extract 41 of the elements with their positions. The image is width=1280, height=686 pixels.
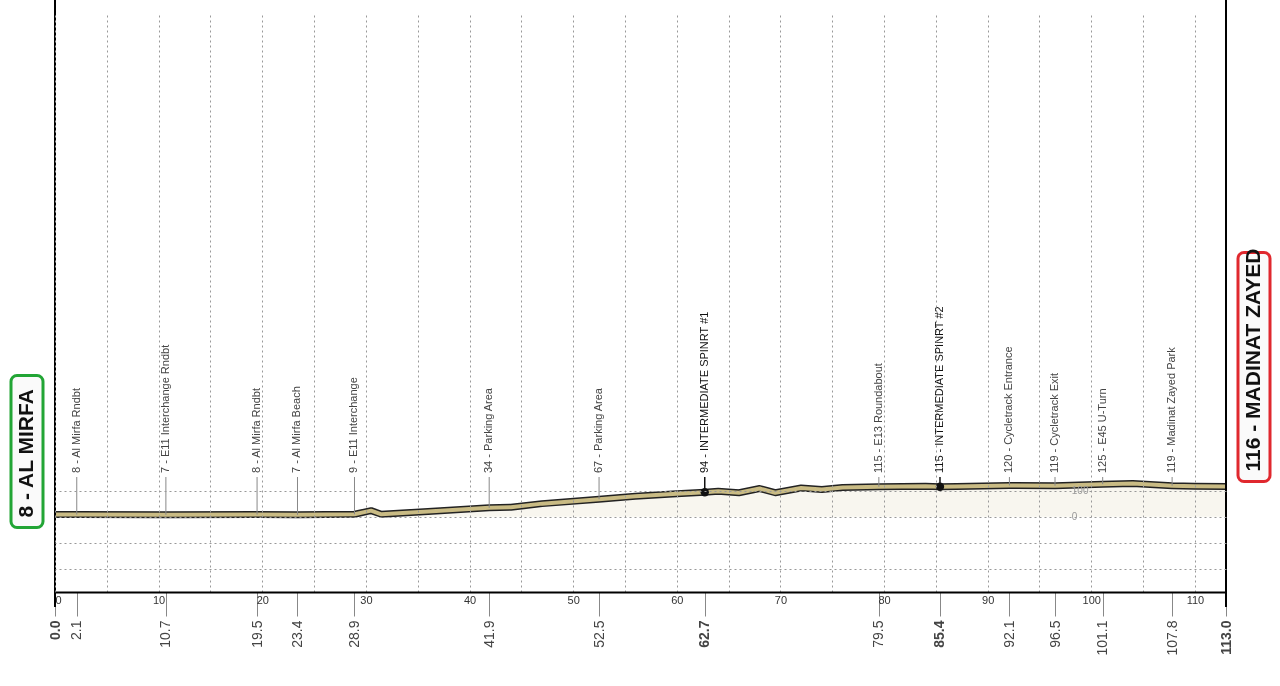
x2-tick-label: 2.1 — [68, 620, 85, 640]
x2-tick-label: 52.5 — [590, 620, 607, 648]
x-tick-label: 110 — [1186, 593, 1205, 606]
x2-tick-label: 79.5 — [870, 620, 887, 648]
x-tick-label: 90 — [982, 593, 995, 606]
annotation: 119 - Madinat Zayed Park — [1165, 346, 1178, 473]
x-tick-label: 30 — [360, 593, 373, 606]
x2-tick-label: 107.8 — [1163, 620, 1180, 656]
x2-tick-label: 62.7 — [696, 620, 713, 648]
annotation: 9 - E11 Interchange — [347, 377, 360, 473]
x-tick-label: 60 — [671, 593, 684, 606]
annotation: 34 - Parking Area — [482, 387, 495, 473]
annotation: 67 - Parking Area — [592, 387, 605, 473]
x2-tick-label: 92.1 — [1000, 620, 1017, 648]
annotation: 120 - Cycletrack Entrance — [1002, 346, 1015, 473]
x2-tick-label: 10.7 — [157, 620, 174, 648]
annotation: 116 - MADINAT ZAYED — [1241, 248, 1264, 472]
annotation: 8 - Al Mirfa Rndbt — [250, 388, 263, 473]
ref-line-label: 94 - INTERMEDIATE SPINRT #1 — [697, 311, 710, 473]
annotation: 8 - AL MIRFA — [14, 389, 37, 518]
annotation: 125 - E45 U-Turn — [1095, 388, 1108, 473]
x2-tick-label: 28.9 — [345, 620, 362, 648]
annotation: 7 - E11 Interchange Rndbt — [158, 344, 171, 473]
annotation: 8 - Al Mirfa Rndbt — [69, 388, 82, 473]
x2-tick-label: 101.1 — [1094, 620, 1111, 656]
x2-tick-label: 113.0 — [1217, 620, 1234, 655]
x2-tick-label: 19.5 — [248, 620, 265, 648]
x-tick-label: 0 — [55, 593, 62, 606]
x2-tick-label: 0.0 — [46, 620, 63, 640]
x-tick-label: 70 — [774, 593, 788, 606]
x-tick-label: 10 — [153, 593, 166, 606]
x2-tick-label: 41.9 — [480, 620, 497, 648]
annotation: 115 - E13 Roundabout — [871, 363, 884, 473]
x2-tick-label: 85.4 — [931, 620, 948, 648]
x2-tick-label: 23.4 — [288, 620, 305, 648]
annotation: 7 - Al Mirfa Beach — [290, 386, 303, 473]
x-tick-label: 50 — [567, 593, 580, 606]
annotation: 119 - Cycletrack Exit — [1048, 372, 1061, 473]
x2-tick-label: 96.5 — [1046, 620, 1063, 648]
x-tick-label: 100 — [1082, 593, 1101, 606]
x-tick-label: 40 — [463, 593, 477, 606]
